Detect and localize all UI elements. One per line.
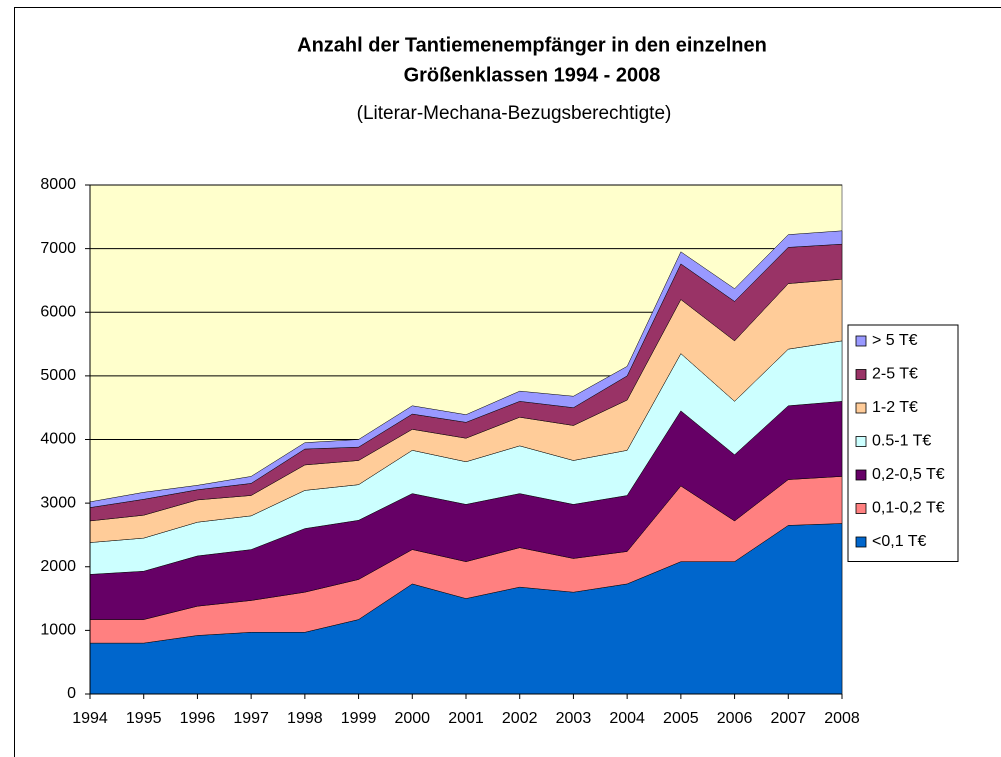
x-tick-label: 2005	[663, 710, 699, 727]
y-tick-label: 4000	[40, 431, 76, 448]
x-tick-label: 1994	[72, 710, 108, 727]
x-tick-label: 2004	[609, 710, 645, 727]
legend-label: 0.5-1 T€	[872, 433, 931, 450]
x-tick-label: 1996	[180, 710, 216, 727]
x-tick-label: 2002	[502, 710, 538, 727]
legend-swatch	[855, 536, 867, 548]
legend-swatch	[855, 335, 867, 347]
y-tick-label: 6000	[40, 303, 76, 320]
chart-title: Anzahl der Tantiemenempfänger in den ein…	[297, 34, 767, 56]
x-tick-label: 2001	[448, 710, 484, 727]
x-tick-label: 1995	[126, 710, 162, 727]
legend-label: 0,1-0,2 T€	[872, 500, 945, 517]
legend-label: > 5 T€	[872, 332, 918, 349]
x-tick-label: 2006	[717, 710, 753, 727]
x-tick-label: 1999	[341, 710, 377, 727]
legend-swatch	[855, 402, 867, 414]
chart-title: Größenklassen 1994 - 2008	[404, 64, 661, 86]
legend-swatch	[855, 436, 867, 447]
legend-label: <0,1 T€	[872, 533, 927, 550]
y-tick-label: 3000	[40, 494, 76, 511]
x-tick-label: 1997	[233, 710, 269, 727]
y-tick-label: 5000	[40, 367, 76, 384]
y-tick-label: 1000	[40, 622, 76, 639]
legend-swatch	[855, 369, 867, 380]
area	[89, 230, 843, 508]
x-tick-label: 2007	[770, 710, 806, 727]
legend-label: 1-2 T€	[872, 399, 918, 416]
legend-swatch	[855, 469, 867, 481]
x-tick-label: 1998	[287, 710, 323, 727]
x-tick-label: 2008	[824, 710, 860, 727]
legend-label: 0,2-0,5 T€	[872, 466, 945, 483]
legend-swatch	[855, 503, 867, 514]
y-tick-label: 2000	[40, 558, 76, 575]
y-tick-label: 8000	[40, 176, 76, 193]
y-tick-label: 0	[67, 685, 76, 702]
x-tick-label: 2003	[556, 710, 592, 727]
x-tick-label: 2000	[394, 710, 430, 727]
legend-label: 2-5 T€	[872, 366, 918, 383]
y-tick-label: 7000	[40, 240, 76, 257]
chart-subtitle: (Literar-Mechana-Bezugsberechtigte)	[357, 103, 672, 124]
